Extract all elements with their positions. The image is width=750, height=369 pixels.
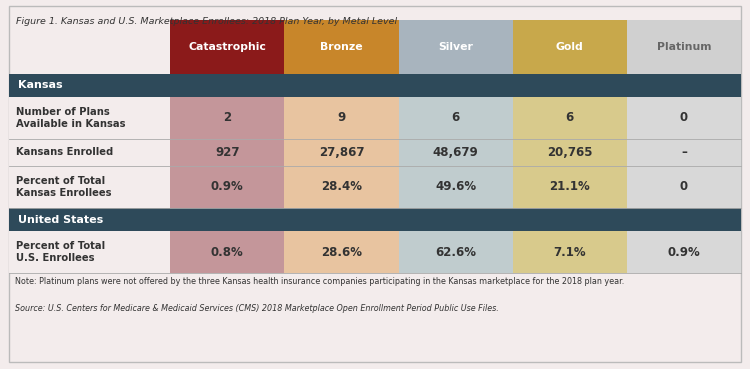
Text: 28.4%: 28.4% — [321, 180, 362, 193]
Text: Percent of Total
Kansas Enrollees: Percent of Total Kansas Enrollees — [16, 176, 112, 198]
Bar — [627, 97, 741, 139]
Text: 0.9%: 0.9% — [211, 180, 244, 193]
Bar — [398, 166, 513, 208]
Bar — [627, 139, 741, 166]
Bar — [9, 208, 741, 231]
Text: Number of Plans
Available in Kansas: Number of Plans Available in Kansas — [16, 107, 126, 129]
Bar — [170, 20, 284, 74]
Text: 48,679: 48,679 — [433, 146, 478, 159]
Bar — [513, 166, 627, 208]
Text: Figure 1. Kansas and U.S. Marketplace Enrollees: 2018 Plan Year, by Metal Level: Figure 1. Kansas and U.S. Marketplace En… — [16, 17, 398, 25]
Text: Bronze: Bronze — [320, 42, 363, 52]
Bar — [170, 97, 284, 139]
Text: 6: 6 — [452, 111, 460, 124]
Bar — [284, 166, 398, 208]
Text: Kansas: Kansas — [18, 80, 62, 90]
Text: 27,867: 27,867 — [319, 146, 364, 159]
Text: 7.1%: 7.1% — [554, 246, 586, 259]
Text: Percent of Total
U.S. Enrollees: Percent of Total U.S. Enrollees — [16, 241, 106, 263]
Text: 49.6%: 49.6% — [435, 180, 476, 193]
Text: United States: United States — [18, 214, 104, 225]
Text: 9: 9 — [338, 111, 346, 124]
Bar — [398, 97, 513, 139]
Text: 0.8%: 0.8% — [211, 246, 244, 259]
Text: 6: 6 — [566, 111, 574, 124]
Bar — [170, 139, 284, 166]
Text: Note: Platinum plans were not offered by the three Kansas health insurance compa: Note: Platinum plans were not offered by… — [15, 277, 624, 286]
Text: –: – — [681, 146, 687, 159]
Text: 0: 0 — [680, 111, 688, 124]
Text: 927: 927 — [215, 146, 239, 159]
Bar — [284, 139, 398, 166]
Bar — [398, 231, 513, 273]
Bar — [627, 231, 741, 273]
Bar — [9, 139, 170, 166]
Bar — [9, 74, 741, 97]
Bar — [284, 20, 398, 74]
Text: 28.6%: 28.6% — [321, 246, 362, 259]
Text: 21.1%: 21.1% — [550, 180, 590, 193]
Bar — [398, 20, 513, 74]
Bar — [513, 20, 627, 74]
Bar — [170, 166, 284, 208]
Bar — [9, 97, 170, 139]
Bar — [513, 231, 627, 273]
Bar — [170, 231, 284, 273]
Text: Gold: Gold — [556, 42, 584, 52]
Text: 0.9%: 0.9% — [668, 246, 700, 259]
Text: 62.6%: 62.6% — [435, 246, 476, 259]
Bar — [9, 231, 170, 273]
Bar — [513, 97, 627, 139]
Text: Source: U.S. Centers for Medicare & Medicaid Services (CMS) 2018 Marketplace Ope: Source: U.S. Centers for Medicare & Medi… — [15, 304, 499, 313]
Bar — [627, 166, 741, 208]
Bar — [284, 97, 398, 139]
Text: Platinum: Platinum — [657, 42, 711, 52]
Text: 2: 2 — [224, 111, 232, 124]
Text: 20,765: 20,765 — [547, 146, 592, 159]
Bar — [627, 20, 741, 74]
Bar — [513, 139, 627, 166]
Text: Kansans Enrolled: Kansans Enrolled — [16, 147, 114, 158]
Bar — [9, 166, 170, 208]
Text: Catastrophic: Catastrophic — [188, 42, 266, 52]
Text: Silver: Silver — [438, 42, 473, 52]
Bar — [284, 231, 398, 273]
Bar — [398, 139, 513, 166]
Text: 0: 0 — [680, 180, 688, 193]
